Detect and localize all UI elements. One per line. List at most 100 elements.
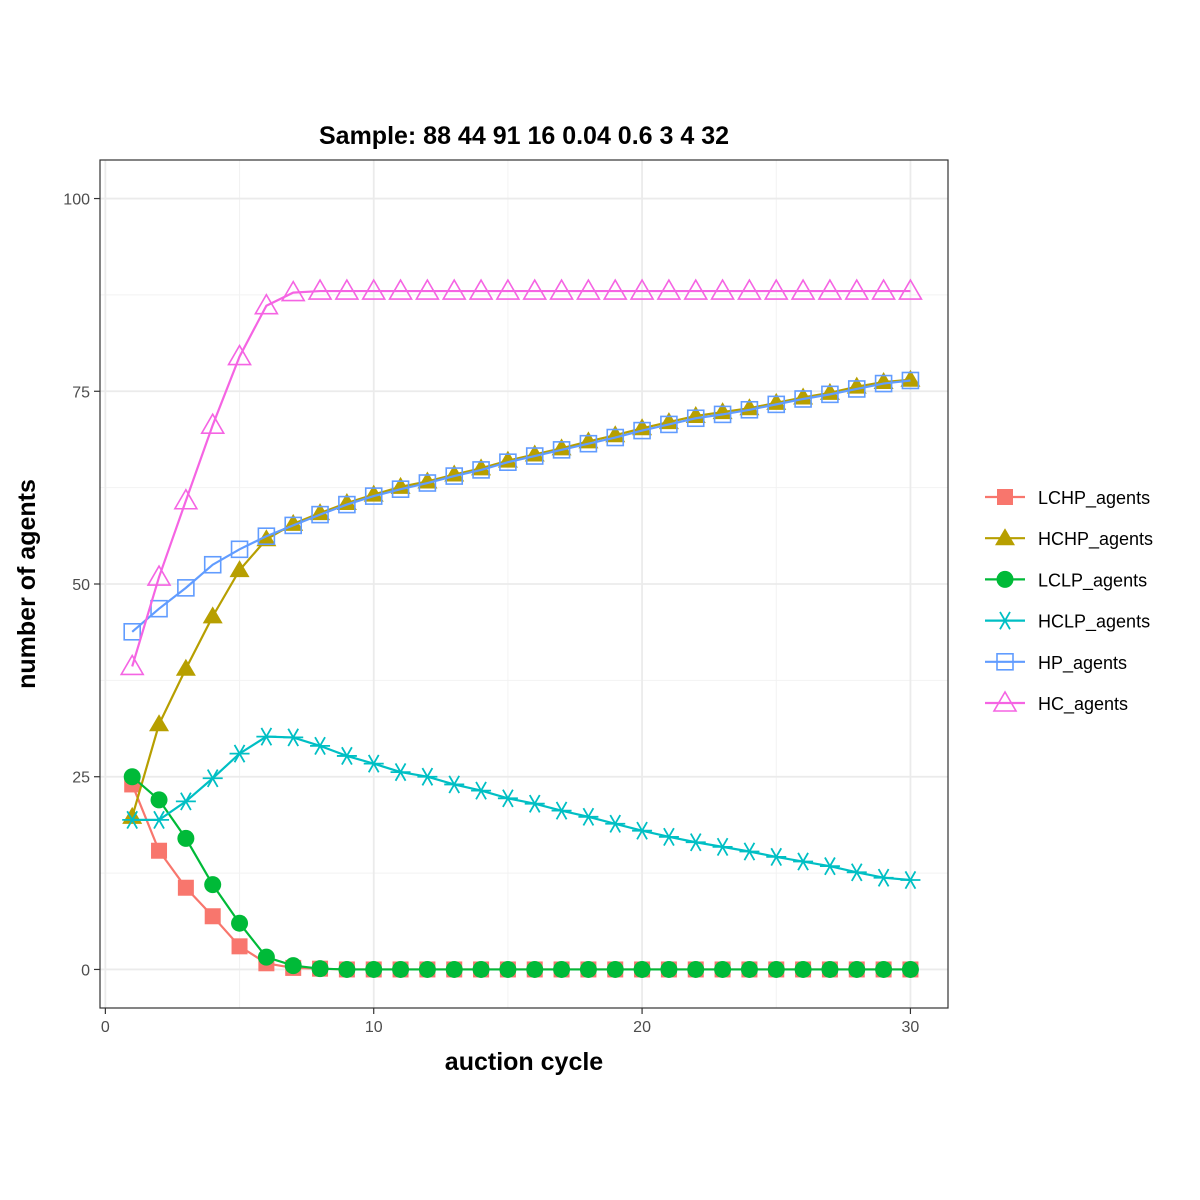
data-point — [632, 821, 653, 840]
y-tick-label: 0 — [81, 962, 90, 979]
legend-label: LCLP_agents — [1038, 570, 1147, 591]
data-point — [280, 279, 306, 302]
data-point — [525, 447, 544, 465]
series-line — [131, 379, 911, 633]
legend-key-marker — [996, 570, 1014, 588]
data-point — [606, 960, 624, 978]
x-tick-label: 0 — [101, 1019, 110, 1036]
x-tick-label: 20 — [633, 1019, 651, 1036]
data-point — [602, 278, 628, 300]
legend-label: LCHP_agents — [1038, 488, 1150, 509]
legend-item: HCLP_agents — [985, 611, 1150, 633]
data-point — [338, 960, 356, 978]
data-point — [819, 857, 840, 876]
data-point — [848, 960, 866, 978]
y-axis: 0 25 50 75 100 — [63, 192, 100, 979]
data-point — [441, 278, 467, 300]
data-point — [901, 371, 920, 390]
y-tick-label: 25 — [72, 770, 90, 787]
data-point — [656, 278, 682, 300]
data-point — [122, 810, 143, 830]
data-point — [686, 409, 705, 428]
legend: LCHP_agents HCHP_agents LCLP_agents HCLP_ag… — [985, 488, 1153, 715]
legend-item: HC_agents — [985, 690, 1128, 715]
data-point — [227, 343, 252, 366]
data-point — [471, 781, 492, 800]
data-point — [576, 278, 601, 300]
data-point — [311, 960, 329, 978]
data-point — [415, 278, 440, 300]
data-point — [257, 527, 276, 546]
data-point — [229, 560, 250, 578]
data-point — [146, 564, 172, 586]
legend-label: HCLP_agents — [1038, 612, 1150, 633]
data-point — [793, 852, 814, 871]
y-tick-label: 75 — [72, 384, 90, 401]
data-point — [365, 960, 383, 978]
data-point — [175, 792, 196, 811]
legend-key-marker — [992, 690, 1018, 712]
y-tick-label: 100 — [63, 192, 90, 209]
data-point — [150, 599, 168, 618]
data-point — [874, 374, 893, 393]
data-point — [553, 960, 571, 978]
legend-item: HCHP_agents — [985, 528, 1153, 550]
data-point — [202, 606, 223, 624]
data-point — [311, 505, 329, 524]
data-point — [790, 278, 816, 300]
data-point — [361, 278, 387, 300]
legend-label: HC_agents — [1038, 694, 1128, 715]
data-point — [202, 769, 223, 788]
data-point — [633, 960, 651, 978]
data-point — [256, 529, 277, 547]
data-point — [204, 908, 221, 925]
data-point — [177, 829, 195, 847]
series-HP_agents — [123, 371, 920, 641]
data-point — [633, 421, 651, 440]
data-point — [149, 810, 170, 830]
data-point — [175, 658, 196, 676]
data-point — [231, 938, 248, 955]
data-point — [660, 415, 678, 434]
data-point — [203, 555, 222, 574]
data-point — [173, 488, 199, 510]
data-point — [578, 807, 599, 826]
data-point — [257, 948, 275, 966]
data-point — [740, 400, 759, 419]
data-point — [900, 870, 921, 890]
data-point — [390, 762, 411, 782]
data-point — [875, 960, 893, 978]
data-point — [177, 579, 195, 597]
data-point — [522, 278, 548, 300]
data-point — [204, 876, 222, 894]
legend-label: HP_agents — [1038, 653, 1127, 674]
data-point — [552, 441, 571, 459]
data-point — [229, 744, 250, 763]
data-point — [524, 794, 545, 813]
data-point — [445, 467, 464, 485]
legend-label: HCHP_agents — [1038, 529, 1153, 550]
data-point — [284, 957, 302, 975]
data-point — [658, 827, 679, 846]
legend-item: LCHP_agents — [985, 488, 1150, 509]
data-point — [283, 728, 304, 747]
data-point — [418, 474, 437, 492]
data-point — [230, 540, 249, 559]
data-point — [123, 622, 142, 641]
data-point — [710, 278, 735, 300]
data-point — [472, 960, 490, 978]
series-layer — [119, 278, 923, 978]
data-point — [740, 960, 758, 978]
data-point — [253, 293, 279, 315]
y-tick-label: 50 — [72, 577, 90, 594]
data-point — [901, 960, 919, 978]
data-point — [231, 914, 249, 932]
data-point — [149, 714, 170, 732]
legend-key-marker — [995, 611, 1015, 630]
data-point — [497, 789, 518, 808]
data-point — [310, 736, 331, 756]
data-point — [499, 453, 517, 471]
data-point — [846, 863, 867, 882]
data-point — [444, 775, 465, 794]
data-point — [284, 516, 303, 535]
